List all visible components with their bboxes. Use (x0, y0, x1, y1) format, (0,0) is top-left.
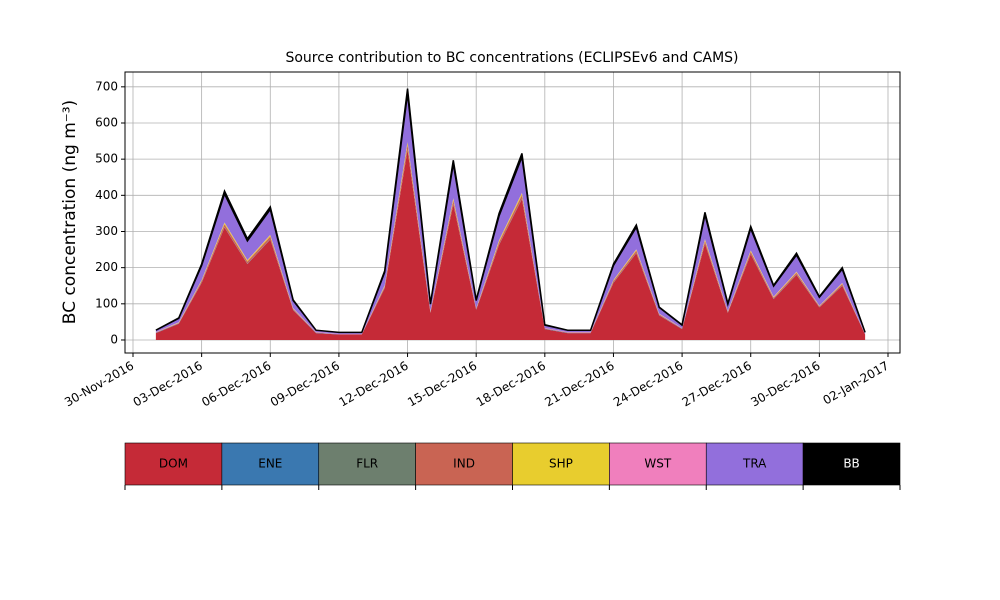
legend-label: DOM (159, 457, 188, 471)
legend-swatch (415, 442, 513, 486)
x-tick-label: 21-Dec-2016 (542, 359, 616, 410)
x-tick-label: 15-Dec-2016 (405, 359, 479, 410)
x-tick-label: 06-Dec-2016 (199, 359, 273, 410)
plot-frame (124, 71, 901, 354)
legend-label: ENE (258, 457, 282, 471)
y-tick-label: 400 (95, 188, 118, 202)
chart-title: Source contribution to BC concentrations… (285, 50, 738, 66)
y-tick-label: 200 (95, 260, 118, 274)
x-tick-label: 09-Dec-2016 (268, 359, 342, 410)
legend-label: FLR (356, 457, 378, 471)
y-tick-label: 600 (95, 115, 118, 129)
y-tick-label: 0 (110, 332, 118, 346)
x-tick-label: 30-Dec-2016 (748, 359, 822, 410)
legend-label: BB (843, 457, 859, 471)
area (155, 150, 866, 340)
legend-swatch (124, 442, 223, 486)
area (155, 93, 866, 334)
legend-label: TRA (742, 457, 767, 471)
y-axis-label: BC concentration (ng m⁻³) (60, 100, 80, 324)
legend-swatch (802, 442, 901, 486)
y-tick-label: 100 (95, 296, 118, 310)
y-tick-label: 300 (95, 224, 118, 238)
x-tick-label: 18-Dec-2016 (474, 359, 548, 410)
x-tick-label: 02-Jan-2017 (820, 359, 891, 408)
legend-label: IND (453, 457, 475, 471)
x-tick-label: 03-Dec-2016 (131, 359, 205, 410)
x-tick-label: 27-Dec-2016 (680, 359, 754, 410)
legend-label: WST (644, 457, 671, 471)
x-tick-label: 12-Dec-2016 (337, 359, 411, 410)
y-tick-label: 500 (95, 152, 118, 166)
x-tick-label: 24-Dec-2016 (611, 359, 685, 410)
area (155, 88, 866, 334)
y-tick-label: 700 (95, 79, 118, 93)
legend-swatch (318, 442, 416, 486)
legend-swatch (512, 442, 610, 486)
x-tick-label: 30-Nov-2016 (62, 359, 136, 410)
legend-swatch (221, 442, 320, 486)
legend-label: SHP (549, 457, 573, 471)
legend-swatch (705, 442, 804, 486)
